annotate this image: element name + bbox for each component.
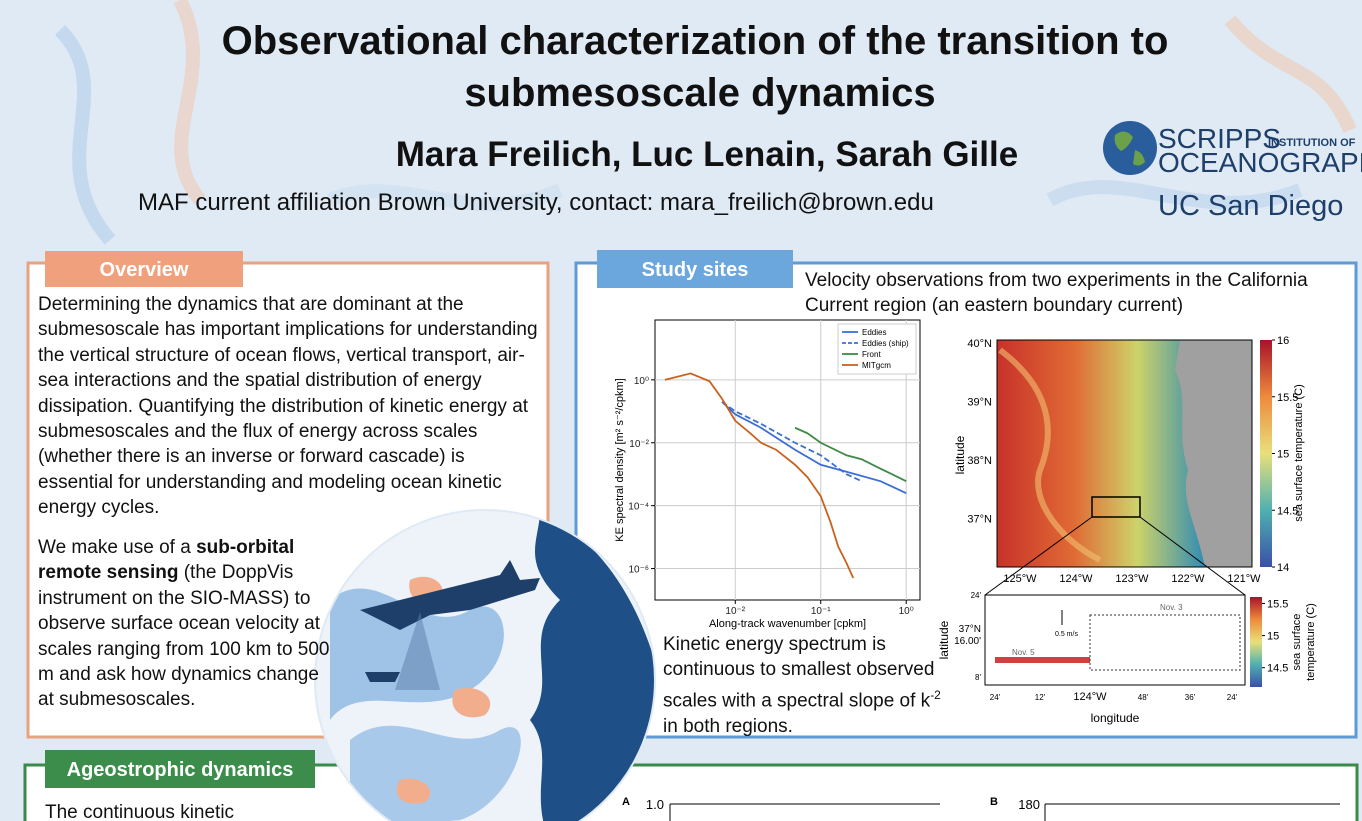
text: in both regions. bbox=[663, 716, 793, 737]
lon-label: 24' bbox=[1227, 693, 1238, 702]
axis-label: latitude bbox=[953, 435, 967, 474]
colorbar-tick-label: 16 bbox=[1277, 335, 1289, 347]
title: Observational characterization of the tr… bbox=[222, 19, 1169, 63]
text: (the DoppVis instrument on the SIO-MASS)… bbox=[38, 562, 330, 710]
y-axis-label: KE spectral density [m² s⁻²/cpkm] bbox=[614, 378, 626, 542]
colorbar-tick-label: 14.5 bbox=[1277, 505, 1298, 517]
legend-label: Eddies bbox=[862, 328, 886, 337]
lon-label: 122°W bbox=[1171, 573, 1205, 585]
legend-label: Eddies (ship) bbox=[862, 339, 909, 348]
annotation: Nov. 5 bbox=[1012, 648, 1035, 657]
colorbar-tick-label: 15 bbox=[1277, 449, 1289, 461]
text: Kinetic energy spectrum is continuous to… bbox=[663, 634, 934, 711]
logo-globe bbox=[1103, 121, 1157, 175]
x-tick-label: 10⁻² bbox=[725, 606, 745, 617]
overview-paragraph: We make use of a sub-orbital remote sens… bbox=[38, 535, 338, 713]
logo-text: UC San Diego bbox=[1158, 190, 1343, 222]
legend-label: Front bbox=[862, 350, 881, 359]
lon-label: 124°W bbox=[1059, 573, 1093, 585]
lon-label: 12' bbox=[1035, 693, 1046, 702]
text: We make use of a bbox=[38, 537, 196, 558]
lat-label: 38°N bbox=[967, 455, 992, 467]
x-tick-label: 10⁻¹ bbox=[811, 606, 831, 617]
lat-label: 40°N bbox=[967, 338, 992, 350]
y-tick-label: 10⁻⁴ bbox=[628, 502, 649, 513]
colorbar-tick-label: 14 bbox=[1277, 562, 1289, 574]
tick-label: 1.0 bbox=[646, 797, 664, 812]
lon-label: 24' bbox=[990, 693, 1001, 702]
section-heading: Ageostrophic dynamics bbox=[67, 759, 294, 781]
legend-label: MITgcm bbox=[862, 361, 891, 370]
axis-label: longitude bbox=[1091, 711, 1140, 725]
tick-label: 180 bbox=[1018, 797, 1040, 812]
colorbar-tick-label: 15 bbox=[1267, 631, 1279, 643]
scale-label: 0.5 m/s bbox=[1055, 631, 1078, 638]
colorbar-tick-label: 14.5 bbox=[1267, 663, 1288, 675]
lat-label: 8' bbox=[975, 673, 981, 682]
colorbar-label: sea surface bbox=[1291, 614, 1303, 671]
lon-label: 36' bbox=[1185, 693, 1196, 702]
lat-label: 37°N bbox=[959, 624, 981, 635]
lat-label: 16.00' bbox=[954, 636, 981, 647]
y-tick-label: 10⁰ bbox=[634, 376, 649, 387]
study-caption: Velocity observations from two experimen… bbox=[805, 268, 1340, 319]
x-axis-label: Along-track wavenumber [cpkm] bbox=[709, 618, 866, 630]
lon-label: 125°W bbox=[1003, 573, 1037, 585]
section-heading: Overview bbox=[100, 259, 189, 281]
zoom-frame bbox=[985, 595, 1245, 685]
lon-label: 121°W bbox=[1227, 573, 1261, 585]
map-colorbar bbox=[1260, 340, 1272, 567]
colorbar-label: sea surface temperature (C) bbox=[1293, 384, 1305, 522]
lon-label: 123°W bbox=[1115, 573, 1149, 585]
affiliation: MAF current affiliation Brown University… bbox=[138, 189, 934, 216]
superscript: -2 bbox=[930, 688, 941, 702]
annotation: Nov. 3 bbox=[1160, 603, 1183, 612]
lon-label: 48' bbox=[1138, 693, 1149, 702]
zoom-colorbar bbox=[1250, 597, 1262, 687]
colorbar-tick-label: 15.5 bbox=[1267, 598, 1288, 610]
y-tick-label: 10⁻² bbox=[629, 439, 649, 450]
lon-label: 124°W bbox=[1073, 691, 1107, 703]
panel-label: B bbox=[990, 796, 998, 808]
colorbar-tick-label: 15.5 bbox=[1277, 392, 1298, 404]
lat-label: 39°N bbox=[967, 397, 992, 409]
section-heading: Study sites bbox=[642, 259, 749, 281]
poster: { "header": { "title_line1": "Observatio… bbox=[0, 0, 1362, 821]
body-text: The continuous kinetic bbox=[45, 802, 234, 821]
authors: Mara Freilich, Luc Lenain, Sarah Gille bbox=[396, 135, 1018, 174]
logo-text: OCEANOGRAPHY bbox=[1158, 147, 1362, 178]
x-tick-label: 10⁰ bbox=[899, 606, 914, 617]
title: submesoscale dynamics bbox=[464, 71, 935, 115]
colorbar-label: temperature (C) bbox=[1305, 603, 1317, 681]
spectrum-caption: Kinetic energy spectrum is continuous to… bbox=[663, 632, 948, 739]
lat-label: 24' bbox=[971, 591, 982, 600]
overview-paragraph: Determining the dynamics that are domina… bbox=[38, 292, 543, 521]
panel-label: A bbox=[622, 796, 630, 808]
lat-label: 37°N bbox=[967, 514, 992, 526]
y-tick-label: 10⁻⁶ bbox=[628, 565, 649, 576]
